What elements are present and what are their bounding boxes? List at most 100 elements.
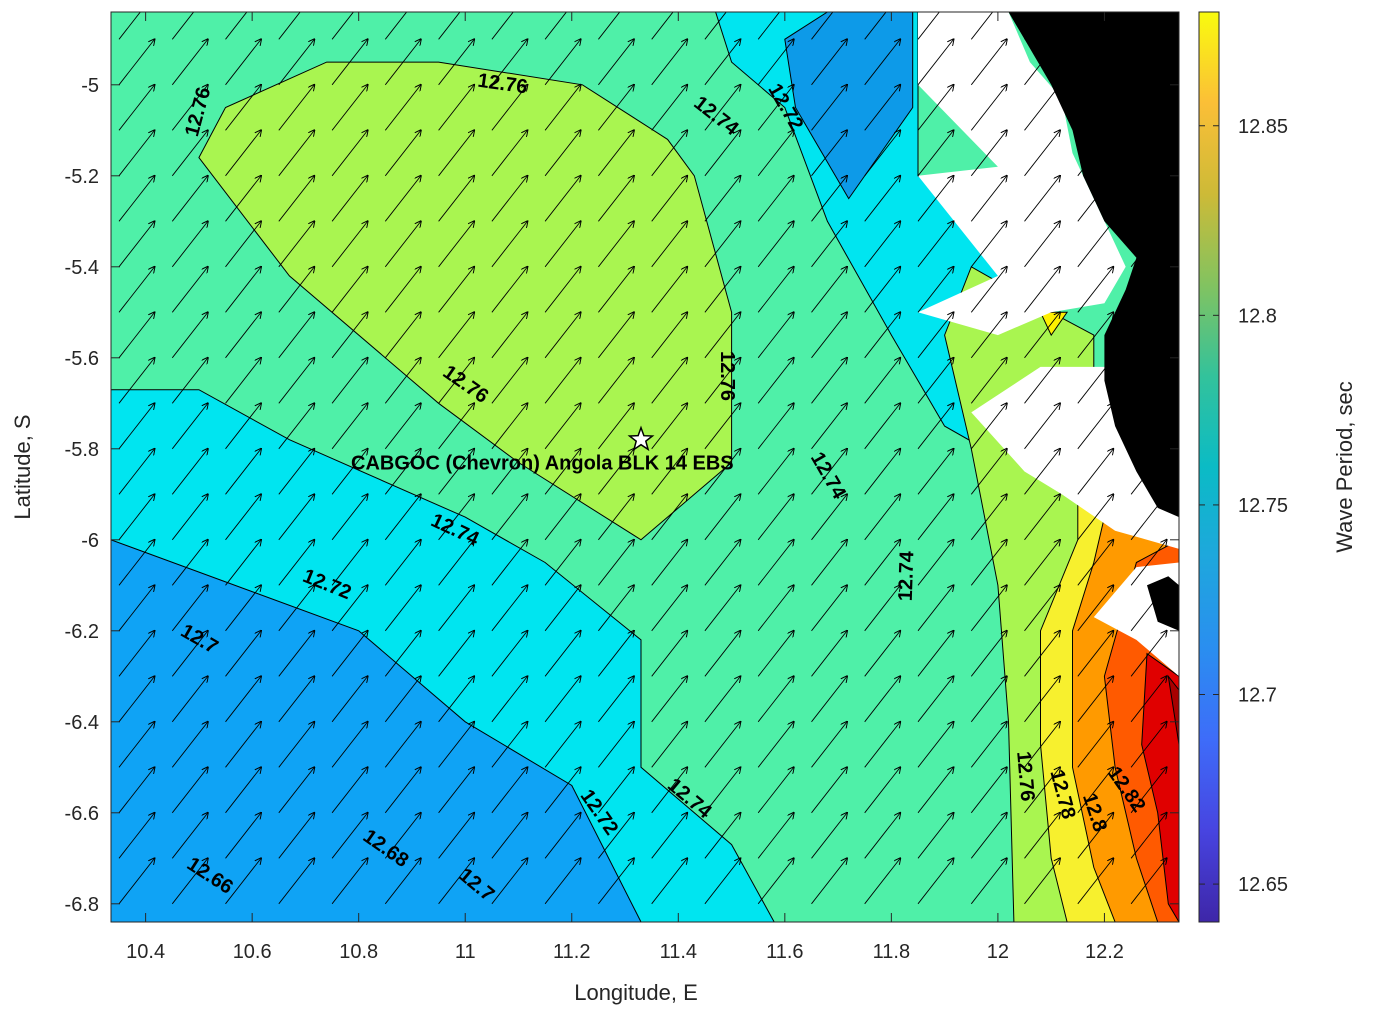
- wave-vector-226: [438, 358, 475, 404]
- site-star-marker: [627, 425, 655, 452]
- wave-vector-255: [917, 312, 954, 359]
- wave-vector-187: [491, 449, 528, 495]
- wave-vector-218: [1077, 403, 1114, 450]
- wave-vector-134: [864, 585, 901, 632]
- wave-vector-252: [757, 312, 794, 359]
- y-tick-label-3: -5.6: [65, 348, 99, 370]
- wave-vector-15: [917, 858, 954, 905]
- wave-vector-46: [438, 767, 475, 814]
- wave-vector-199: [1130, 449, 1167, 495]
- wave-vector-55: [917, 767, 954, 814]
- wave-vector-264: [331, 267, 368, 313]
- wave-vector-73: [811, 722, 848, 768]
- wave-vector-372: [757, 39, 794, 86]
- wave-vector-231: [704, 358, 741, 404]
- wave-vector-140: [118, 540, 155, 586]
- wave-vector-42: [225, 767, 262, 814]
- wave-vector-349: [598, 85, 634, 131]
- wave-vector-233: [811, 358, 848, 404]
- wave-vector-330: [651, 130, 688, 177]
- wave-vector-90: [651, 676, 688, 723]
- wave-vector-346: [438, 85, 475, 131]
- wave-vector-159: [1130, 540, 1167, 586]
- wave-vector-273: [811, 267, 848, 313]
- wave-vector-169: [598, 494, 634, 541]
- wave-vector-170: [651, 494, 688, 541]
- wave-vector-148: [544, 540, 581, 586]
- wave-vector-337: [1024, 130, 1061, 177]
- wave-vector-392: [757, 12, 781, 40]
- wave-vector-131: [704, 585, 741, 632]
- y-tick-label-8: -6.6: [65, 803, 99, 825]
- wave-vector-236: [970, 358, 1007, 404]
- wave-vector-331: [704, 130, 741, 177]
- wave-vector-292: [757, 221, 794, 268]
- wave-vector-399: [1130, 12, 1153, 40]
- wave-vector-100: [118, 631, 155, 677]
- wave-vector-28: [544, 813, 581, 859]
- wave-vector-202: [225, 403, 262, 450]
- wave-vector-269: [598, 267, 634, 313]
- wave-vector-182: [225, 449, 262, 495]
- wave-vector-217: [1024, 403, 1061, 450]
- wave-vector-389: [598, 12, 621, 40]
- colorbar-tick-label-4: 12.85: [1238, 116, 1288, 138]
- wave-vector-394: [864, 12, 887, 40]
- y-tick-label-1: -5.2: [65, 166, 99, 188]
- y-tick-label-0: -5: [81, 75, 99, 97]
- wave-vector-365: [384, 39, 421, 86]
- wave-vector-368: [544, 39, 581, 86]
- wave-vector-322: [225, 130, 262, 177]
- wave-vector-19: [1130, 858, 1167, 905]
- wave-vector-291: [704, 221, 741, 268]
- wave-vector-4: [331, 858, 368, 905]
- wave-vector-284: [331, 221, 368, 268]
- wave-vector-353: [811, 85, 848, 131]
- wave-vector-371: [704, 39, 741, 86]
- wave-vector-160: [118, 494, 155, 541]
- wave-vector-364: [331, 39, 368, 86]
- wave-vector-11: [704, 858, 741, 905]
- wave-vector-251: [704, 312, 741, 359]
- wave-vector-31: [704, 813, 741, 859]
- wave-vector-62: [225, 722, 262, 768]
- wave-vector-201: [171, 403, 208, 450]
- wave-vector-120: [118, 585, 155, 632]
- wave-vector-279: [1130, 267, 1167, 313]
- wave-vector-158: [1077, 540, 1114, 586]
- wave-vector-298: [1077, 221, 1114, 268]
- wave-vector-132: [757, 585, 794, 632]
- wave-vector-20: [118, 813, 155, 859]
- x-tick-label-8: 12: [987, 941, 1009, 963]
- wave-vector-227: [491, 358, 528, 404]
- wave-vector-151: [704, 540, 741, 586]
- wave-vector-80: [118, 676, 155, 723]
- wave-vector-257: [1024, 312, 1061, 359]
- wave-vector-136: [970, 585, 1007, 632]
- wave-vector-66: [438, 722, 475, 768]
- wave-vector-180: [118, 449, 155, 495]
- wave-vector-70: [651, 722, 688, 768]
- wave-vector-270: [651, 267, 688, 313]
- wave-vector-91: [704, 676, 741, 723]
- wave-vector-9: [598, 858, 634, 905]
- wave-vector-207: [491, 403, 528, 450]
- wave-vector-387: [491, 12, 514, 40]
- wave-vector-303: [278, 176, 315, 222]
- wave-vector-185: [384, 449, 421, 495]
- wave-vector-144: [331, 540, 368, 586]
- wave-vector-58: [1077, 767, 1114, 814]
- wave-vector-53: [811, 767, 848, 814]
- wave-vector-211: [704, 403, 741, 450]
- wave-vector-352: [757, 85, 794, 131]
- x-tick-label-0: 10.4: [126, 941, 165, 963]
- wave-vector-311: [704, 176, 741, 222]
- wave-vector-375: [917, 39, 954, 86]
- wave-vector-25: [384, 813, 421, 859]
- y-tick-label-5: -6: [81, 530, 99, 552]
- wave-vector-175: [917, 494, 954, 541]
- wave-vector-206: [438, 403, 475, 450]
- wave-vector-205: [384, 403, 421, 450]
- wave-vector-215: [917, 403, 954, 450]
- wave-vector-285: [384, 221, 421, 268]
